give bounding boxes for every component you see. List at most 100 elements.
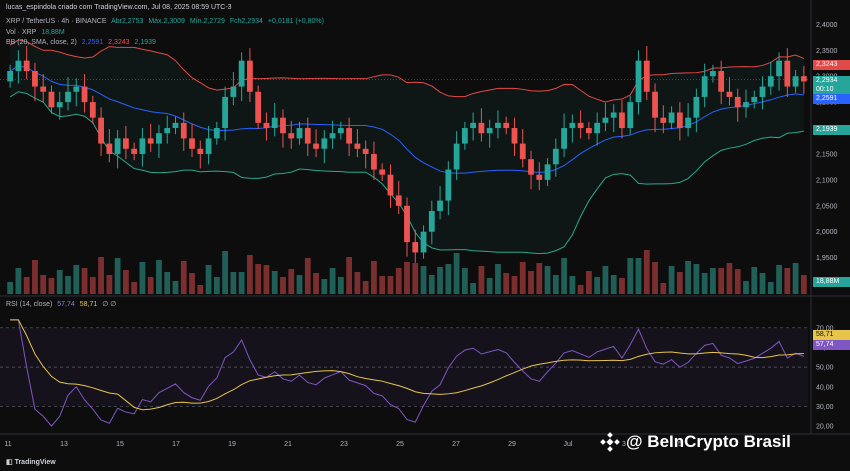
candle-body — [337, 128, 344, 134]
volume-bar — [594, 277, 601, 294]
volume-legend: Vol · XRP 18,88M — [6, 29, 68, 36]
volume-bar — [420, 266, 427, 294]
volume-bar — [238, 272, 245, 294]
candle-body — [552, 148, 559, 165]
volume-bar — [445, 264, 452, 294]
time-tick-label: 25 — [396, 441, 404, 448]
candle-body — [511, 128, 518, 144]
candle-body — [718, 71, 725, 92]
volume-bar — [660, 283, 667, 294]
volume-bar — [213, 277, 220, 294]
volume-bar — [619, 278, 625, 294]
upper-band-label: 2,3243 — [813, 60, 850, 70]
volume-bar — [40, 275, 47, 294]
volume-bar — [569, 276, 576, 294]
time-tick-label: 5 — [678, 441, 682, 448]
candle-body — [627, 102, 634, 129]
time-tick-label: 7 — [734, 441, 738, 448]
price-tick-label: 2,4000 — [816, 22, 838, 29]
candle-body — [56, 102, 63, 108]
watermark-text: @ BeInCrypto Brasil — [626, 432, 791, 451]
volume-bar — [164, 272, 171, 294]
candle-body — [652, 91, 658, 118]
candle-body — [586, 128, 592, 134]
candle-body — [172, 122, 179, 129]
volume-bar — [329, 268, 336, 294]
tradingview-icon: ◧ — [6, 459, 15, 466]
candle-body — [528, 159, 534, 175]
volume-bar — [536, 263, 543, 294]
candle-body — [32, 71, 38, 87]
volume-bar — [15, 268, 22, 294]
volume-bar — [255, 264, 262, 294]
volume-bar — [73, 265, 80, 294]
volume-bar — [379, 276, 386, 294]
volume-bar — [296, 275, 303, 294]
candle-body — [288, 133, 295, 139]
candle-body — [610, 112, 617, 118]
volume-bar — [205, 265, 212, 294]
volume-bar — [395, 268, 402, 294]
candle-body — [751, 96, 758, 103]
rsi-tick-label: 40,00 — [816, 384, 834, 391]
volume-bar — [652, 262, 658, 294]
volume-bar — [428, 275, 435, 294]
price-tick-label: 2,1000 — [816, 177, 838, 184]
candle-body — [660, 117, 667, 123]
volume-bar — [792, 263, 799, 294]
candle-body — [726, 91, 733, 97]
candle-body — [371, 153, 377, 170]
volume-bar — [337, 277, 344, 294]
candle-body — [73, 86, 80, 92]
volume-bar — [280, 277, 286, 294]
volume-bar — [767, 282, 774, 294]
time-tick-label: 15 — [116, 441, 124, 448]
candle-body — [313, 143, 319, 149]
volume-bar — [710, 268, 716, 294]
tradingview-logo[interactable]: ◧ TradingView — [6, 458, 56, 466]
rsi-label[interactable]: RSI (14, close) — [6, 301, 53, 308]
candle-body — [685, 117, 692, 129]
candle-body — [205, 138, 212, 154]
time-tick-label: Jul — [564, 441, 573, 448]
candle-body — [156, 133, 162, 144]
candle-body — [395, 195, 402, 206]
watermark: @ BeInCrypto Brasil — [600, 432, 791, 452]
volume-bar — [718, 268, 725, 294]
rsi-ma-value: 58,71 — [79, 301, 98, 308]
candle-body — [619, 112, 625, 129]
bb-legend: BB (20, SMA, close, 2) 2,2591 2,3243 2,1… — [6, 39, 159, 46]
candle-body — [437, 200, 443, 211]
volume-bar — [734, 269, 741, 294]
volume-bar — [247, 255, 253, 294]
volume-bar — [643, 250, 650, 294]
bb-label[interactable]: BB (20, SMA, close, 2) — [6, 39, 77, 46]
candle-body — [800, 76, 807, 82]
symbol-label[interactable]: XRP / TetherUS · 4h · BINANCE — [6, 18, 107, 25]
bb-upper-value: 2,3243 — [108, 39, 130, 46]
symbol-legend: XRP / TetherUS · 4h · BINANCE Abr2,2753 … — [6, 18, 327, 25]
candle-body — [329, 133, 336, 139]
volume-bar — [503, 273, 510, 294]
volume-bar — [122, 270, 129, 294]
tradingview-label: TradingView — [14, 459, 56, 466]
rsi-extra: ∅ ∅ — [102, 301, 117, 308]
volume-label[interactable]: Vol · XRP — [6, 29, 37, 36]
volume-bar — [461, 268, 468, 294]
volume-bar — [197, 285, 204, 294]
candle-body — [470, 122, 477, 129]
candle-body — [222, 96, 228, 129]
candle-body — [792, 76, 799, 87]
bb-basis-value: 2,2591 — [81, 39, 104, 46]
low-value: Mín.2,2729 — [189, 18, 225, 25]
price-tick-label: 2,0500 — [816, 203, 838, 210]
candle-body — [189, 138, 195, 149]
candle-body — [255, 91, 262, 123]
volume-bar — [56, 270, 63, 294]
rsi-value: 57,74 — [57, 301, 75, 308]
volume-bar — [371, 261, 377, 294]
candle-body — [40, 86, 47, 92]
candle-body — [139, 138, 146, 154]
